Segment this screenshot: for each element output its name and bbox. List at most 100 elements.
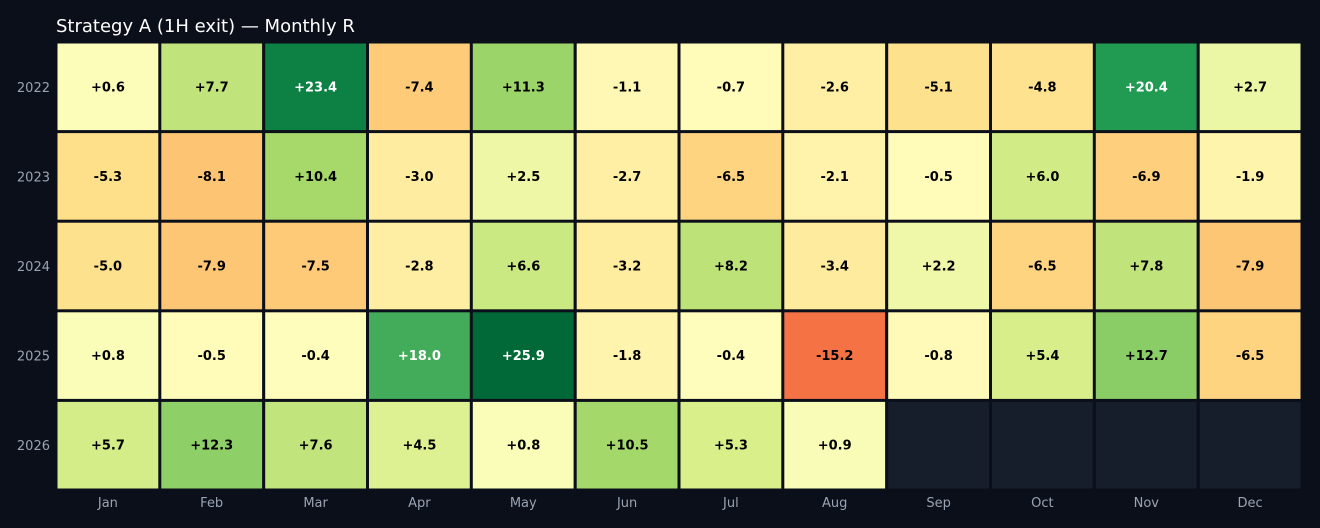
- heatmap-cell-label: +25.9: [502, 349, 545, 364]
- x-tick-label: Jan: [97, 496, 118, 511]
- heatmap-cell-label: -7.9: [1236, 260, 1264, 275]
- heatmap-cell: [1095, 133, 1197, 220]
- heatmap-cell-label: +12.3: [190, 439, 233, 454]
- heatmap-cell: [472, 312, 574, 399]
- heatmap-cell-label: +2.7: [1233, 80, 1267, 95]
- heatmap-cell: [369, 312, 470, 399]
- heatmap-cell-label: -6.5: [717, 170, 745, 185]
- heatmap-cell-label: -0.4: [301, 349, 329, 364]
- heatmap-cell-label: +6.6: [506, 260, 540, 275]
- heatmap-cell-label: +2.5: [506, 170, 540, 185]
- heatmap-cell: [161, 312, 263, 399]
- heatmap-cell-label: +7.7: [195, 80, 229, 95]
- heatmap-cell: [576, 222, 678, 310]
- heatmap-cell-label: +20.4: [1125, 80, 1168, 95]
- x-tick-label: Jun: [616, 496, 637, 511]
- heatmap-cell: [265, 222, 366, 310]
- heatmap-cell: [1199, 222, 1301, 310]
- heatmap-cell-empty: [1199, 401, 1301, 489]
- x-tick-label: May: [510, 496, 537, 511]
- heatmap-cell: [576, 43, 678, 131]
- heatmap-cell-empty: [992, 401, 1093, 489]
- heatmap-cell-label: -0.5: [924, 170, 952, 185]
- y-tick-label: 2025: [17, 350, 50, 365]
- heatmap-cell: [57, 312, 159, 399]
- heatmap-cell: [680, 43, 782, 131]
- heatmap-cell-label: -0.5: [197, 349, 225, 364]
- heatmap-cell-label: +0.6: [91, 80, 125, 95]
- heatmap-cell-label: +18.0: [398, 349, 441, 364]
- heatmap-cell: [161, 401, 263, 489]
- heatmap-cell: [1095, 222, 1197, 310]
- heatmap-cell: [1095, 43, 1197, 131]
- heatmap-cell-label: -3.2: [613, 260, 641, 275]
- heatmap-cell-label: -6.9: [1132, 170, 1160, 185]
- heatmap-cell: [784, 222, 886, 310]
- heatmap-cell: [472, 43, 574, 131]
- heatmap-cell-label: -0.7: [717, 80, 745, 95]
- heatmap-cell-label: -2.6: [820, 80, 848, 95]
- x-axis-tick-labels: Jan Feb Mar Apr May Jun Jul Aug Sep Oct Nov Dec: [97, 496, 1263, 511]
- heatmap-cell-label: -1.8: [613, 349, 641, 364]
- heatmap-cell-label: +7.6: [299, 439, 333, 454]
- heatmap-cell-label: +2.2: [922, 260, 956, 275]
- heatmap-cell: [888, 43, 989, 131]
- heatmap-cell-label: -2.7: [613, 170, 641, 185]
- heatmap-cell: [265, 312, 366, 399]
- heatmap-cell-label: -8.1: [197, 170, 225, 185]
- heatmap-cell-label: +10.4: [294, 170, 337, 185]
- heatmap-cell-label: +0.9: [818, 439, 852, 454]
- heatmap-cell-label: +12.7: [1125, 349, 1168, 364]
- heatmap-cell-label: +0.8: [91, 349, 125, 364]
- heatmap-cell-label: -2.8: [405, 260, 433, 275]
- heatmap-cell: [57, 133, 159, 220]
- heatmap-cell: [265, 133, 366, 220]
- heatmap-cell: [161, 43, 263, 131]
- heatmap-cell-label: +5.7: [91, 439, 125, 454]
- heatmap-cell: [680, 401, 782, 489]
- x-tick-label: Dec: [1238, 496, 1263, 511]
- heatmap-cell: [888, 222, 989, 310]
- heatmap-cell-label: +23.4: [294, 80, 337, 95]
- heatmap-cell-label: -0.4: [717, 349, 745, 364]
- heatmap-cell-label: -7.5: [301, 260, 329, 275]
- heatmap-cell: [784, 312, 886, 399]
- heatmap-cell-label: +6.0: [1025, 170, 1059, 185]
- heatmap-cell-label: +5.4: [1025, 349, 1059, 364]
- y-tick-label: 2022: [17, 81, 50, 96]
- heatmap-cell: [1095, 312, 1197, 399]
- heatmap-cell-label: +11.3: [502, 80, 545, 95]
- heatmap-cell: [680, 222, 782, 310]
- heatmap-cell: [576, 312, 678, 399]
- heatmap-cell: [992, 133, 1093, 220]
- heatmap-cell: [784, 43, 886, 131]
- heatmap-cell: [992, 312, 1093, 399]
- heatmap-cell: [888, 133, 989, 220]
- heatmap-cell-label: +4.5: [402, 439, 436, 454]
- heatmap-cell: [472, 401, 574, 489]
- heatmap-cell-label: -1.9: [1236, 170, 1264, 185]
- heatmap-cell-label: -6.5: [1236, 349, 1264, 364]
- heatmap-cell: [784, 133, 886, 220]
- y-tick-label: 2023: [17, 170, 50, 185]
- x-tick-label: Mar: [303, 496, 328, 511]
- heatmap-cell-empty: [888, 401, 989, 489]
- heatmap-cell-label: +0.8: [506, 439, 540, 454]
- y-axis-tick-labels: 2022 2023 2024 2025 2026: [17, 81, 50, 454]
- heatmap-cell: [57, 222, 159, 310]
- heatmap-cell-label: +10.5: [606, 439, 649, 454]
- heatmap-cell-label: +8.2: [714, 260, 748, 275]
- heatmap-cell-label: +5.3: [714, 439, 748, 454]
- heatmap-cell: [369, 43, 470, 131]
- heatmap-cell-label: -4.8: [1028, 80, 1056, 95]
- y-tick-label: 2024: [17, 260, 50, 275]
- x-tick-label: Oct: [1031, 496, 1053, 511]
- heatmap-cell: [680, 133, 782, 220]
- heatmap-cell: [680, 312, 782, 399]
- heatmap-cell: [576, 133, 678, 220]
- x-tick-label: Jul: [722, 496, 739, 511]
- y-tick-label: 2026: [17, 439, 50, 454]
- heatmap-cell: [472, 222, 574, 310]
- heatmap-cell-label: -7.9: [197, 260, 225, 275]
